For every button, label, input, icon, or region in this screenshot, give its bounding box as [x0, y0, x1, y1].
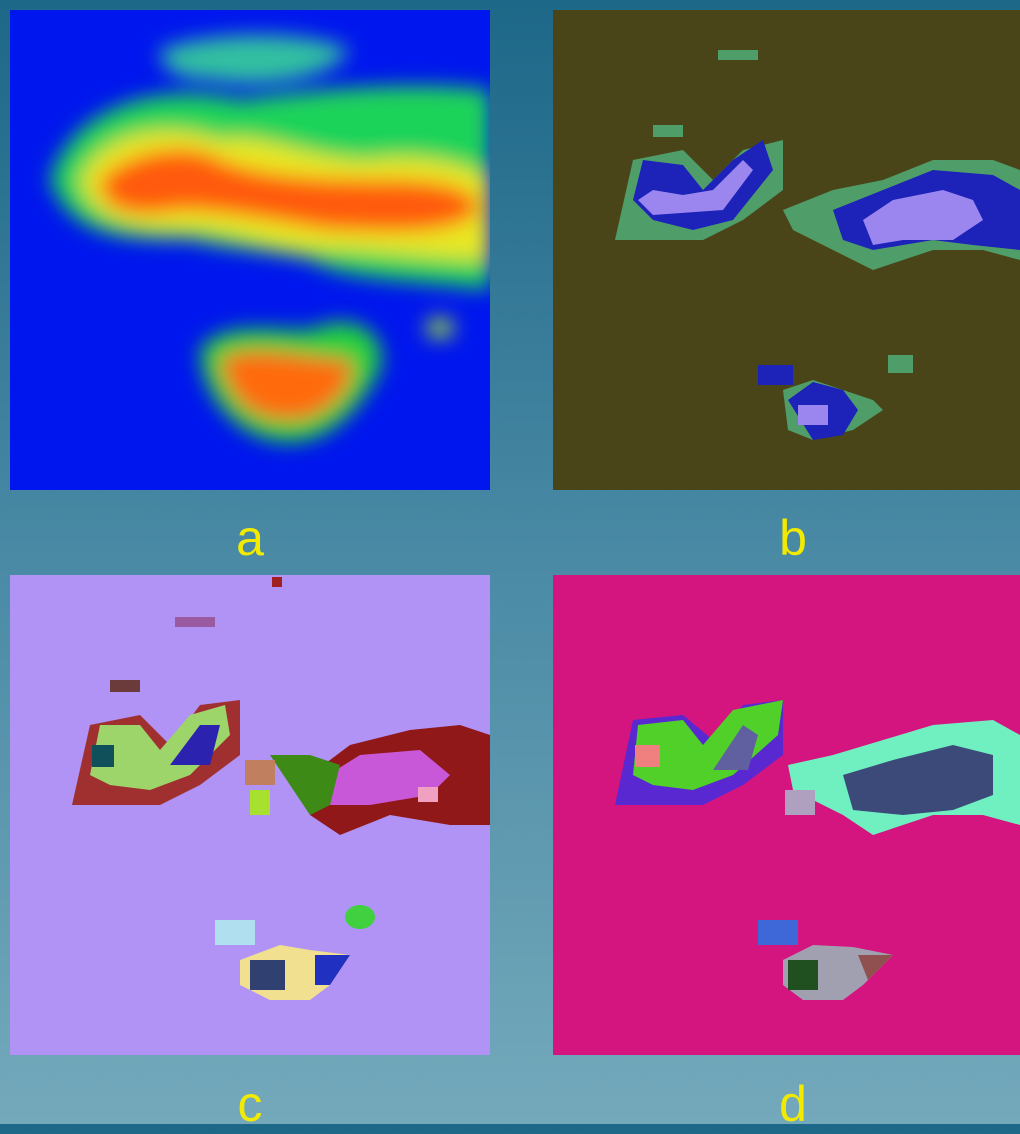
panel-image [553, 575, 1020, 1055]
panel-image [553, 10, 1020, 490]
panel-image [10, 575, 490, 1055]
panel-label: a [10, 508, 490, 568]
panel-label: d [553, 1074, 1020, 1134]
panel-image [10, 10, 490, 490]
panel-label: c [10, 1074, 490, 1134]
figure: a b c d (() => { const data = JSON.parse… [0, 0, 1020, 1124]
panel-label: b [553, 508, 1020, 568]
